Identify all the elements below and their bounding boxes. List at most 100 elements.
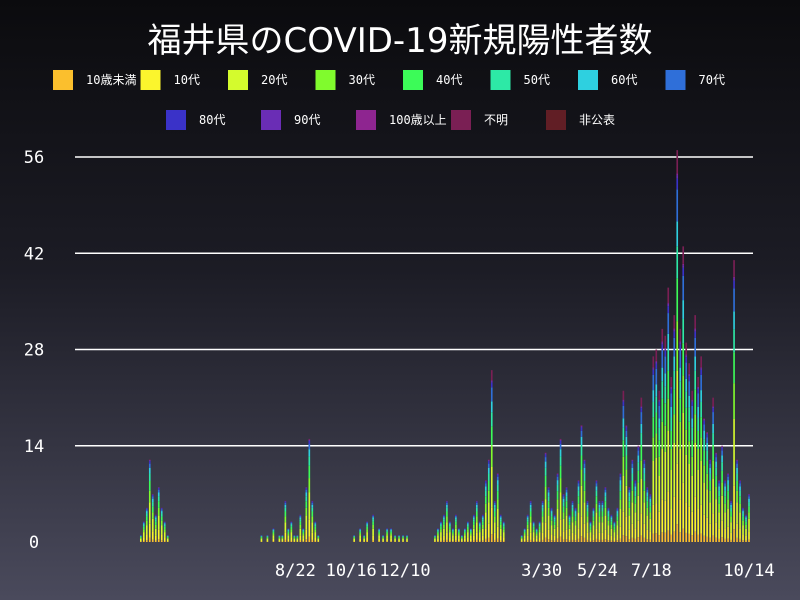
bar-segment [272, 535, 275, 539]
bar-segment [163, 522, 166, 524]
bar-segment [490, 507, 493, 535]
bar-segment [296, 536, 299, 538]
bar-segment [293, 537, 296, 539]
bar-segment [529, 502, 532, 505]
bar-segment [475, 507, 478, 512]
bar-segment [160, 525, 163, 535]
bar-segment [470, 533, 472, 536]
bar-segment [302, 535, 305, 539]
bar-segment [532, 532, 535, 538]
bar-segment [151, 502, 154, 507]
bar-segment [682, 275, 685, 301]
bar-segment [691, 399, 694, 401]
bar-segment [607, 525, 610, 535]
bar-segment [523, 541, 526, 542]
bar-segment [449, 522, 451, 524]
bar-segment [661, 350, 664, 368]
bar-segment [547, 529, 550, 540]
bar-segment [601, 502, 604, 505]
bar-segment [727, 538, 729, 542]
bar-segment [715, 454, 717, 458]
bar-segment [464, 535, 466, 539]
bar-segment [745, 517, 747, 520]
bar-segment [544, 499, 547, 523]
bar-segment [706, 517, 708, 537]
bar-segment [595, 486, 598, 491]
bar-segment [538, 526, 541, 530]
bar-segment [490, 534, 493, 542]
bar-segment [363, 537, 365, 539]
bar-segment [532, 522, 535, 524]
bar-segment [664, 356, 667, 374]
bar-segment [706, 434, 708, 438]
bar-segment [305, 488, 308, 490]
bar-segment [697, 389, 699, 394]
bar-segment [724, 538, 726, 542]
bar-segment [595, 512, 598, 529]
bar-segment [700, 533, 702, 542]
bar-segment [490, 445, 493, 467]
bar-segment [390, 535, 392, 539]
bar-segment [748, 539, 750, 542]
bar-segment [661, 344, 664, 351]
bar-segment [625, 485, 628, 517]
bar-segment [154, 519, 157, 522]
bar-segment [532, 521, 535, 523]
bar-segment [643, 473, 646, 481]
bar-segment [733, 288, 735, 312]
bar-segment [739, 486, 741, 491]
bar-segment [592, 516, 595, 521]
bar-segment [610, 528, 613, 536]
bar-segment [366, 529, 368, 533]
bar-segment [458, 535, 460, 539]
bar-segment [691, 400, 694, 402]
bar-segment [643, 490, 646, 503]
bar-segment [679, 499, 682, 533]
bar-segment [739, 496, 741, 504]
bar-segment [475, 532, 478, 540]
bar-segment [452, 533, 454, 536]
bar-segment [688, 407, 691, 422]
bar-segment [166, 540, 169, 542]
bar-segment [281, 536, 284, 538]
bar-segment [142, 524, 145, 527]
bar-segment [535, 529, 538, 531]
bar-segment [299, 528, 302, 536]
bar-segment [443, 535, 445, 541]
bar-segment [157, 529, 160, 540]
bar-segment [703, 450, 705, 466]
bar-segment [473, 515, 475, 516]
bar-segment [464, 538, 466, 542]
bar-segment [601, 522, 604, 533]
bar-segment [742, 534, 744, 541]
bar-segment [434, 538, 436, 541]
bar-segment [547, 501, 550, 508]
bar-segment [529, 522, 532, 533]
bar-segment [490, 382, 493, 388]
bar-segment [631, 460, 634, 462]
bar-segment [484, 481, 487, 484]
legend-label: 不明 [484, 113, 508, 127]
bar-segment [601, 539, 604, 542]
bar-segment [718, 512, 720, 529]
bar-segment [478, 540, 481, 542]
bar-segment [372, 524, 374, 529]
bar-segment [610, 517, 613, 520]
legend-label: 20代 [261, 73, 287, 87]
bar-segment [712, 460, 714, 479]
bar-segment [730, 539, 732, 542]
legend-label: 80代 [199, 113, 225, 127]
bar-segment [631, 490, 634, 503]
bar-segment [556, 538, 559, 542]
bar-series [139, 150, 750, 542]
bar-segment [311, 502, 314, 505]
bar-segment [586, 504, 589, 508]
bar-segment [499, 535, 502, 541]
bar-segment [565, 507, 568, 516]
bar-segment [568, 519, 571, 522]
bar-segment [160, 540, 163, 542]
bar-segment [655, 458, 658, 504]
bar-segment [616, 525, 619, 535]
bar-segment [366, 521, 368, 523]
bar-segment [550, 534, 553, 541]
